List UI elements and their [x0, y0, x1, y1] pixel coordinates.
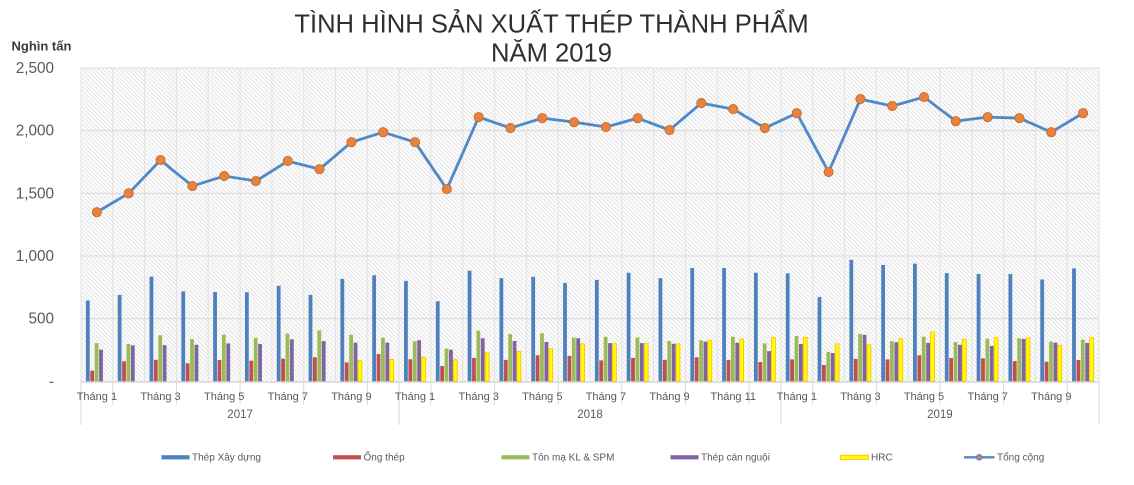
svg-text:NĂM 2019: NĂM 2019: [491, 38, 612, 67]
svg-text:2018: 2018: [577, 409, 603, 421]
svg-text:Tháng 7: Tháng 7: [268, 391, 308, 403]
svg-text:Nghìn tấn: Nghìn tấn: [12, 39, 72, 54]
svg-text:Tháng 7: Tháng 7: [968, 391, 1008, 403]
svg-text:Thép Xây dựng: Thép Xây dựng: [192, 453, 261, 464]
svg-text:Tháng 9: Tháng 9: [649, 391, 689, 403]
svg-text:2,000: 2,000: [16, 123, 54, 140]
svg-text:2,500: 2,500: [16, 60, 54, 77]
svg-text:2019: 2019: [927, 409, 953, 421]
svg-text:Tôn mạ KL & SPM: Tôn mạ KL & SPM: [532, 453, 614, 464]
svg-text:TÌNH HÌNH SẢN XUẤT THÉP THÀNH: TÌNH HÌNH SẢN XUẤT THÉP THÀNH PHẨM: [294, 8, 808, 38]
svg-text:Tháng 9: Tháng 9: [1031, 391, 1071, 403]
svg-text:2017: 2017: [227, 409, 253, 421]
svg-text:Tháng 5: Tháng 5: [904, 391, 944, 403]
svg-text:Tháng 5: Tháng 5: [522, 391, 562, 403]
svg-text:-: -: [49, 373, 54, 390]
svg-text:Tháng 11: Tháng 11: [710, 391, 756, 403]
svg-text:Tháng 3: Tháng 3: [140, 391, 180, 403]
svg-text:Tháng 1: Tháng 1: [777, 391, 817, 403]
svg-text:Thép cán nguội: Thép cán nguội: [701, 453, 770, 464]
svg-text:Ống thép: Ống thép: [364, 450, 406, 464]
svg-text:Tháng 5: Tháng 5: [204, 391, 244, 403]
svg-text:Tháng 3: Tháng 3: [459, 391, 499, 403]
svg-text:1,000: 1,000: [16, 248, 54, 265]
svg-text:HRC: HRC: [871, 453, 893, 464]
svg-text:Tháng 7: Tháng 7: [586, 391, 626, 403]
svg-text:Tháng 3: Tháng 3: [840, 391, 880, 403]
svg-text:Tháng 9: Tháng 9: [331, 391, 371, 403]
svg-text:Tháng 1: Tháng 1: [77, 391, 117, 403]
svg-text:Tháng 1: Tháng 1: [395, 391, 435, 403]
svg-text:1,500: 1,500: [16, 185, 54, 202]
svg-text:Tổng cộng: Tổng cộng: [997, 452, 1044, 464]
svg-text:500: 500: [28, 311, 54, 328]
